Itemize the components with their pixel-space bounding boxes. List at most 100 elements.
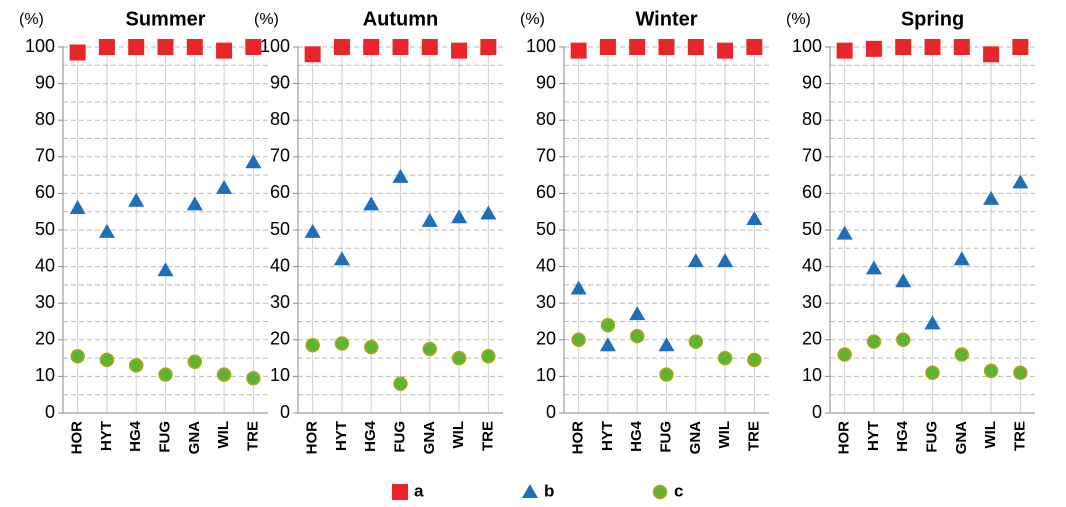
panel-title: Winter [635, 8, 697, 30]
y-axis-label: (%) [520, 11, 545, 28]
y-tick-label: 80 [802, 109, 822, 129]
marker-triangle [128, 192, 145, 207]
marker-triangle [629, 306, 646, 321]
y-tick-label: 70 [35, 146, 55, 166]
marker-circle [451, 350, 467, 366]
y-axis-label: (%) [786, 11, 811, 28]
marker-circle [158, 367, 173, 382]
marker-triangle [333, 251, 350, 266]
marker-circle [216, 367, 232, 382]
y-tick-label: 80 [35, 109, 55, 129]
y-tick-label: 50 [802, 219, 822, 239]
y-tick-label: 40 [802, 255, 822, 275]
marker-square [128, 39, 145, 55]
x-tick-label: HG4 [127, 420, 144, 452]
marker-triangle [451, 209, 468, 224]
marker-triangle [599, 337, 616, 352]
legend-label: a [414, 481, 424, 500]
y-tick-label: 40 [536, 255, 556, 275]
x-tick-label: HG4 [362, 420, 379, 452]
x-tick-label: HOR [836, 421, 853, 455]
y-tick-label: 100 [792, 36, 822, 56]
y-tick-label: 10 [270, 365, 290, 385]
marker-square [392, 39, 409, 55]
y-tick-label: 20 [536, 329, 556, 349]
y-tick-label: 50 [35, 219, 55, 239]
y-tick-label: 50 [536, 219, 556, 239]
x-tick-label: FUG [923, 421, 940, 453]
x-tick-label: TRE [479, 421, 496, 451]
y-tick-label: 20 [802, 329, 822, 349]
panel-title: Autumn [363, 8, 439, 30]
x-tick-label: GNA [687, 421, 704, 455]
marker-triangle [953, 251, 970, 266]
y-tick-label: 90 [35, 72, 55, 92]
y-tick-label: 90 [536, 72, 556, 92]
y-tick-label: 30 [270, 292, 290, 312]
y-tick-label: 70 [802, 146, 822, 166]
marker-square [570, 42, 587, 59]
marker-triangle [216, 179, 233, 194]
y-tick-label: 20 [35, 329, 55, 349]
y-tick-label: 0 [45, 402, 55, 422]
marker-triangle [392, 168, 409, 183]
marker-square [953, 39, 970, 55]
x-tick-label: GNA [953, 421, 970, 455]
y-tick-label: 60 [270, 182, 290, 202]
x-tick-label: TRE [1011, 421, 1028, 451]
marker-triangle [983, 190, 1000, 205]
x-tick-label: HYT [599, 421, 616, 451]
y-tick-label: 30 [802, 292, 822, 312]
y-tick-label: 60 [536, 182, 556, 202]
marker-circle [334, 336, 350, 351]
marker-square [363, 39, 380, 55]
panel-title: Summer [125, 8, 205, 30]
y-tick-label: 50 [270, 219, 290, 239]
x-tick-label: FUG [156, 421, 173, 453]
marker-circle [571, 332, 586, 348]
y-tick-label: 100 [25, 36, 55, 56]
legend-marker [522, 484, 538, 498]
y-tick-label: 40 [35, 255, 55, 275]
x-tick-label: WIL [215, 421, 232, 449]
marker-triangle [304, 223, 321, 238]
marker-circle [1013, 365, 1028, 380]
marker-circle [866, 334, 882, 349]
y-tick-label: 0 [280, 402, 290, 422]
x-tick-label: WIL [450, 421, 467, 449]
marker-square [658, 39, 675, 55]
marker-circle [688, 334, 704, 349]
marker-triangle [865, 260, 882, 275]
y-tick-label: 100 [260, 36, 290, 56]
x-tick-label: HOR [570, 421, 587, 455]
marker-square [451, 42, 468, 59]
x-tick-label: TRE [244, 421, 261, 451]
marker-square [687, 39, 704, 55]
marker-triangle [69, 200, 86, 215]
marker-circle [422, 341, 438, 357]
marker-square [216, 42, 233, 59]
y-tick-label: 20 [270, 329, 290, 349]
marker-triangle [717, 253, 734, 268]
marker-square [98, 39, 115, 55]
marker-square [333, 39, 350, 55]
marker-circle [837, 347, 852, 362]
y-tick-label: 70 [536, 146, 556, 166]
marker-square [599, 39, 616, 55]
marker-circle [983, 363, 999, 379]
marker-circle [925, 365, 940, 380]
y-tick-label: 60 [802, 182, 822, 202]
marker-circle [659, 367, 674, 382]
y-tick-label: 0 [546, 402, 556, 422]
marker-circle [246, 370, 261, 386]
marker-square [983, 46, 1000, 63]
y-tick-label: 10 [536, 365, 556, 385]
marker-triangle [480, 205, 497, 220]
legend-marker [392, 484, 408, 500]
marker-triangle [746, 211, 763, 226]
marker-triangle [687, 253, 704, 268]
marker-circle [70, 349, 85, 364]
x-tick-label: HOR [69, 421, 86, 455]
x-tick-label: GNA [421, 421, 438, 455]
